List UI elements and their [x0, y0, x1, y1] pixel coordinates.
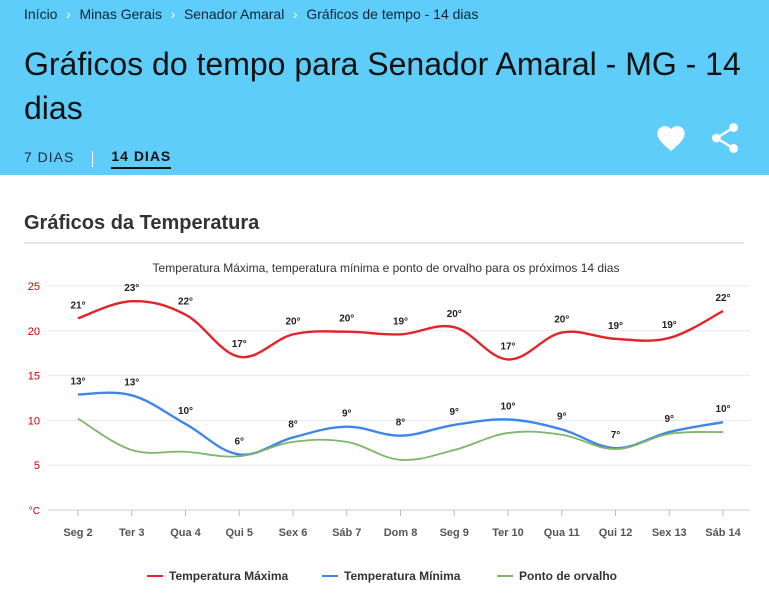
breadcrumb-state[interactable]: Minas Gerais [79, 6, 162, 22]
chart-series [77, 300, 724, 461]
period-tabs: 7 DIAS 14 DIAS [24, 148, 172, 169]
x-tick-label: Qua 4 [170, 527, 201, 539]
tab-14-days[interactable]: 14 DIAS [111, 148, 172, 169]
chart-grid [48, 285, 750, 466]
x-tick-label: Seg 2 [63, 527, 92, 539]
chart-title: Temperatura Máxima, temperatura mínima e… [153, 261, 620, 275]
data-label: 19° [608, 321, 623, 332]
data-label: 17° [232, 339, 247, 350]
temperature-chart: Temperatura Máxima, temperatura mínima e… [0, 252, 769, 602]
y-tick-label: 5 [34, 460, 40, 472]
x-tick-label: Sex 13 [652, 527, 687, 539]
chevron-right-icon: › [293, 6, 298, 22]
data-label: 13° [124, 377, 139, 388]
data-label: 21° [70, 300, 85, 311]
series-dew-line [77, 417, 724, 461]
data-label: 9° [557, 411, 567, 422]
temperature-chart-svg: Temperatura Máxima, temperatura mínima e… [28, 261, 750, 583]
x-tick-label: Sáb 14 [705, 527, 741, 539]
x-tick-label: Seg 9 [440, 527, 469, 539]
data-label: 20° [554, 315, 569, 326]
data-label: 19° [393, 316, 408, 327]
data-label: 20° [285, 316, 300, 327]
legend-label[interactable]: Temperatura Mínima [344, 569, 461, 583]
y-axis: 25 20 15 10 5 °C [28, 281, 40, 517]
x-tick-label: Sáb 7 [332, 527, 361, 539]
data-label: 9° [664, 414, 674, 425]
series-max-line [77, 300, 724, 361]
data-label: 19° [662, 320, 677, 331]
data-label: 13° [70, 376, 85, 387]
x-tick-label: Qui 5 [225, 527, 253, 539]
breadcrumb-city[interactable]: Senador Amaral [183, 6, 285, 22]
header: Início › Minas Gerais › Senador Amaral ›… [0, 0, 769, 175]
data-label: 23° [124, 283, 139, 294]
chevron-right-icon: › [66, 6, 71, 22]
data-label: 9° [342, 409, 352, 420]
data-label: 8° [288, 419, 298, 430]
data-label: 17° [500, 341, 515, 352]
section-divider [24, 242, 744, 244]
data-label: 9° [449, 407, 459, 418]
section-title: Gráficos da Temperatura [24, 212, 260, 234]
legend-label[interactable]: Temperatura Máxima [169, 569, 288, 583]
y-tick-label: 15 [28, 371, 40, 383]
x-tick-label: Qui 12 [599, 527, 633, 539]
data-label: 10° [715, 404, 730, 415]
y-tick-label: 25 [28, 281, 40, 293]
x-axis: Seg 2 Ter 3 Qua 4 Qui 5 Sex 6 Sáb 7 Dom 8 Seg 9… [48, 509, 750, 539]
chevron-right-icon: › [170, 6, 176, 22]
heart-icon[interactable] [654, 122, 688, 152]
breadcrumb-home[interactable]: Início [24, 6, 58, 22]
y-unit-label: °C [29, 506, 40, 517]
data-label: 22° [715, 293, 730, 304]
x-tick-label: Ter 3 [119, 527, 144, 539]
data-label: 20° [447, 309, 462, 320]
legend-label[interactable]: Ponto de orvalho [519, 569, 617, 583]
tab-divider [92, 150, 94, 167]
page-title: Gráficos do tempo para Senador Amaral - … [24, 46, 741, 126]
tab-7-days[interactable]: 7 DIAS [24, 149, 75, 165]
x-tick-label: Sex 6 [279, 527, 308, 539]
data-label: 10° [500, 402, 515, 413]
x-tick-label: Ter 10 [492, 527, 524, 539]
share-icon[interactable] [710, 122, 740, 154]
y-tick-label: 10 [28, 415, 40, 427]
data-label: 7° [611, 430, 621, 441]
data-label: 10° [178, 406, 193, 417]
chart-legend: Temperatura Máxima Temperatura Mínima Pont… [147, 569, 617, 583]
data-label: 6° [234, 436, 244, 447]
data-labels: 21° 23° 22° 17° 20° 20° 19° 20° 17° 20° 19° 19° 22° 1… [70, 283, 730, 447]
data-label: 20° [339, 314, 354, 325]
data-label: 8° [396, 418, 406, 429]
data-label: 22° [178, 297, 193, 308]
breadcrumb: Início › Minas Gerais › Senador Amaral ›… [24, 6, 478, 22]
y-tick-label: 20 [28, 326, 40, 338]
x-tick-label: Dom 8 [384, 527, 418, 539]
x-tick-label: Qua 11 [544, 527, 580, 539]
breadcrumb-current: Gráficos de tempo - 14 dias [306, 6, 479, 22]
